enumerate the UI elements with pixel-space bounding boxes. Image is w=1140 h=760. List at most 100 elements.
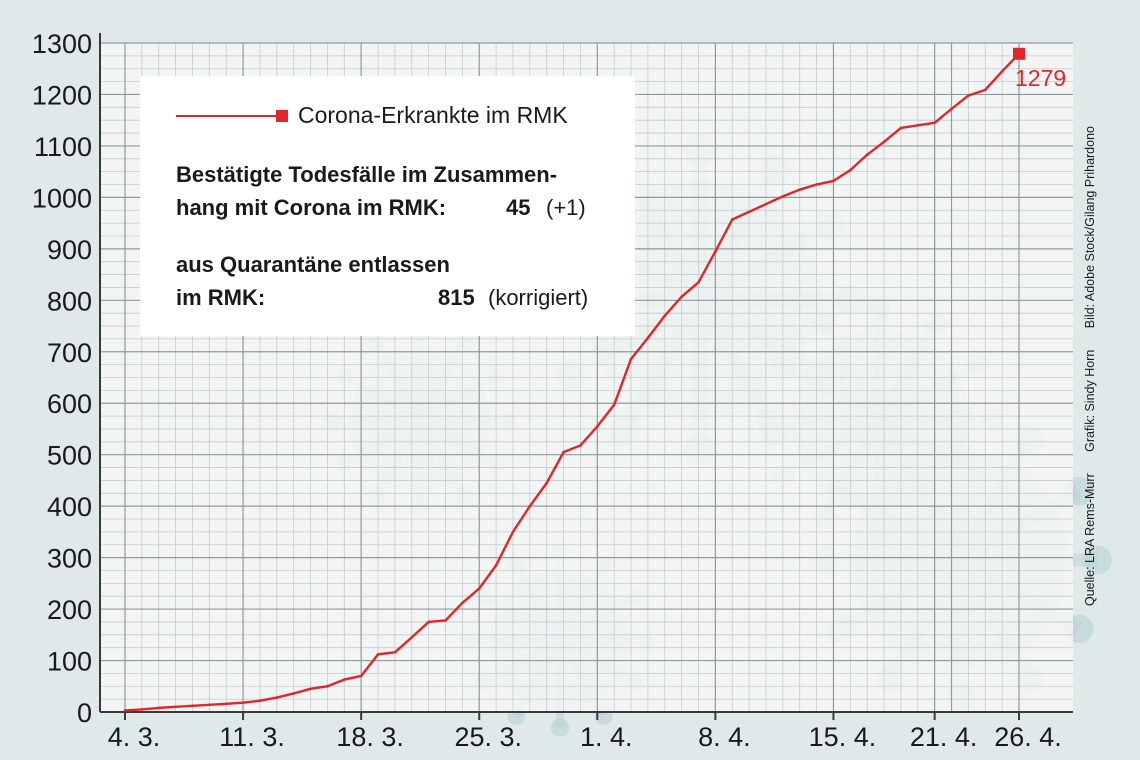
- virus-spike-tip: [550, 718, 570, 737]
- x-axis-labels: 4. 3. 11. 3. 18. 3. 25. 3. 1. 4. 8. 4. 15. 4. 2…: [108, 712, 1062, 752]
- y-tick-label: 1200: [32, 80, 92, 110]
- data-point: [258, 699, 262, 702]
- y-tick-label: 800: [47, 286, 92, 316]
- data-point: [1000, 70, 1004, 73]
- data-point: [174, 705, 177, 709]
- deaths-value: 45: [506, 195, 531, 220]
- data-point: [224, 702, 228, 706]
- x-tick-label: 11. 3.: [219, 722, 285, 752]
- virus-spike-tip: [1083, 545, 1112, 575]
- data-point: [562, 450, 565, 454]
- data-point: [393, 651, 397, 654]
- data-point: [410, 636, 414, 639]
- y-tick-label: 200: [47, 595, 92, 625]
- credit-image: Bild: Adobe Stock/Gilang Prihardono: [1083, 126, 1097, 329]
- data-point: [612, 403, 616, 407]
- end-value-label: 1279: [1015, 65, 1066, 91]
- deaths-label-line1: Bestätigte Todesfälle im Zusammen-: [176, 162, 558, 187]
- data-point: [208, 703, 211, 707]
- data-point: [781, 195, 785, 198]
- quarantine-stat: aus Quarantäne entlassen im RMK: 815 (ko…: [176, 248, 588, 314]
- x-tick-label: 1. 4.: [580, 722, 633, 752]
- legend-line: [176, 114, 280, 117]
- legend-marker: [276, 109, 288, 122]
- legend-entry: Corona-Erkrankte im RMK: [176, 102, 568, 129]
- series-layer: 1279: [123, 47, 1066, 712]
- data-point: [427, 620, 430, 624]
- data-point: [680, 295, 683, 299]
- data-point: [882, 140, 886, 144]
- data-point: [967, 94, 970, 97]
- data-point: [477, 587, 481, 590]
- data-point: [157, 706, 161, 710]
- quarantine-note: (korrigiert): [488, 285, 589, 310]
- quarantine-label-line1: aus Quarantäne entlassen: [176, 252, 450, 277]
- data-point: [275, 696, 279, 699]
- deaths-note: (+1): [546, 195, 586, 220]
- data-point: [916, 124, 920, 127]
- series-line-corona-cases: [124, 52, 1020, 712]
- data-point: [191, 704, 194, 708]
- major-grid: [100, 42, 1073, 713]
- deaths-label-line2: hang mit Corona im RMK:: [176, 195, 447, 220]
- data-point: [646, 336, 650, 340]
- y-tick-label: 100: [47, 647, 92, 677]
- data-point: [663, 314, 667, 318]
- data-point: [730, 218, 734, 221]
- data-point: [832, 179, 835, 183]
- x-tick-label: 26. 4.: [994, 722, 1062, 752]
- x-tick-label: 15. 4.: [809, 722, 877, 752]
- x-tick-label: 8. 4.: [698, 722, 751, 752]
- data-point: [309, 687, 312, 691]
- data-point: [511, 530, 515, 534]
- end-marker: [1013, 47, 1025, 60]
- data-point: [444, 619, 447, 622]
- data-point: [849, 168, 852, 172]
- data-point: [933, 121, 936, 125]
- credits: Quelle: LRA Rems-Murr Grafik: Sindy Horn…: [1083, 108, 1097, 606]
- data-point: [798, 188, 802, 191]
- data-point: [764, 202, 768, 206]
- x-tick-label: 21. 4.: [910, 722, 978, 752]
- legend-box: Corona-Erkrankte im RMK Bestätigte Todes…: [140, 76, 635, 336]
- legend-swatch: [176, 106, 288, 126]
- credit-graphic: Grafik: Sindy Horn: [1083, 349, 1097, 452]
- y-axis-labels: 0 100 200 300 400 500 600 700 800 900 1000 1100 1200…: [32, 29, 92, 728]
- data-point: [140, 708, 144, 711]
- x-tick-label: 25. 3.: [454, 722, 522, 752]
- data-point: [326, 684, 329, 688]
- y-tick-label: 900: [47, 235, 92, 265]
- y-tick-label: 1300: [32, 29, 92, 59]
- data-point: [629, 357, 633, 361]
- y-tick-label: 1100: [34, 132, 92, 162]
- data-point: [579, 444, 582, 447]
- legend-label: Corona-Erkrankte im RMK: [298, 102, 568, 128]
- data-point: [899, 126, 903, 130]
- data-point: [865, 153, 869, 156]
- quarantine-label-line2: im RMK:: [176, 285, 266, 310]
- data-point: [747, 210, 751, 214]
- data-point: [359, 674, 363, 678]
- data-point: [697, 280, 700, 284]
- deaths-stat: Bestätigte Todesfälle im Zusammen- hang …: [176, 158, 586, 224]
- data-point: [528, 504, 532, 508]
- y-tick-label: 500: [47, 441, 92, 471]
- data-point: [123, 709, 127, 712]
- data-point: [494, 564, 498, 567]
- data-point: [815, 183, 818, 186]
- data-point: [596, 425, 599, 428]
- x-tick-label: 4. 3.: [108, 722, 161, 752]
- data-point: [342, 678, 346, 681]
- x-tick-label: 18. 3.: [336, 722, 404, 752]
- data-point: [461, 601, 464, 605]
- y-tick-label: 0: [77, 698, 92, 728]
- data-point: [376, 653, 380, 656]
- quarantine-value: 815: [438, 285, 475, 310]
- data-point: [714, 250, 717, 253]
- data-point: [292, 692, 295, 695]
- y-tick-label: 1000: [32, 183, 92, 213]
- y-tick-label: 400: [47, 492, 92, 522]
- axes: [99, 33, 1073, 713]
- data-point: [983, 88, 987, 92]
- data-point: [241, 701, 245, 705]
